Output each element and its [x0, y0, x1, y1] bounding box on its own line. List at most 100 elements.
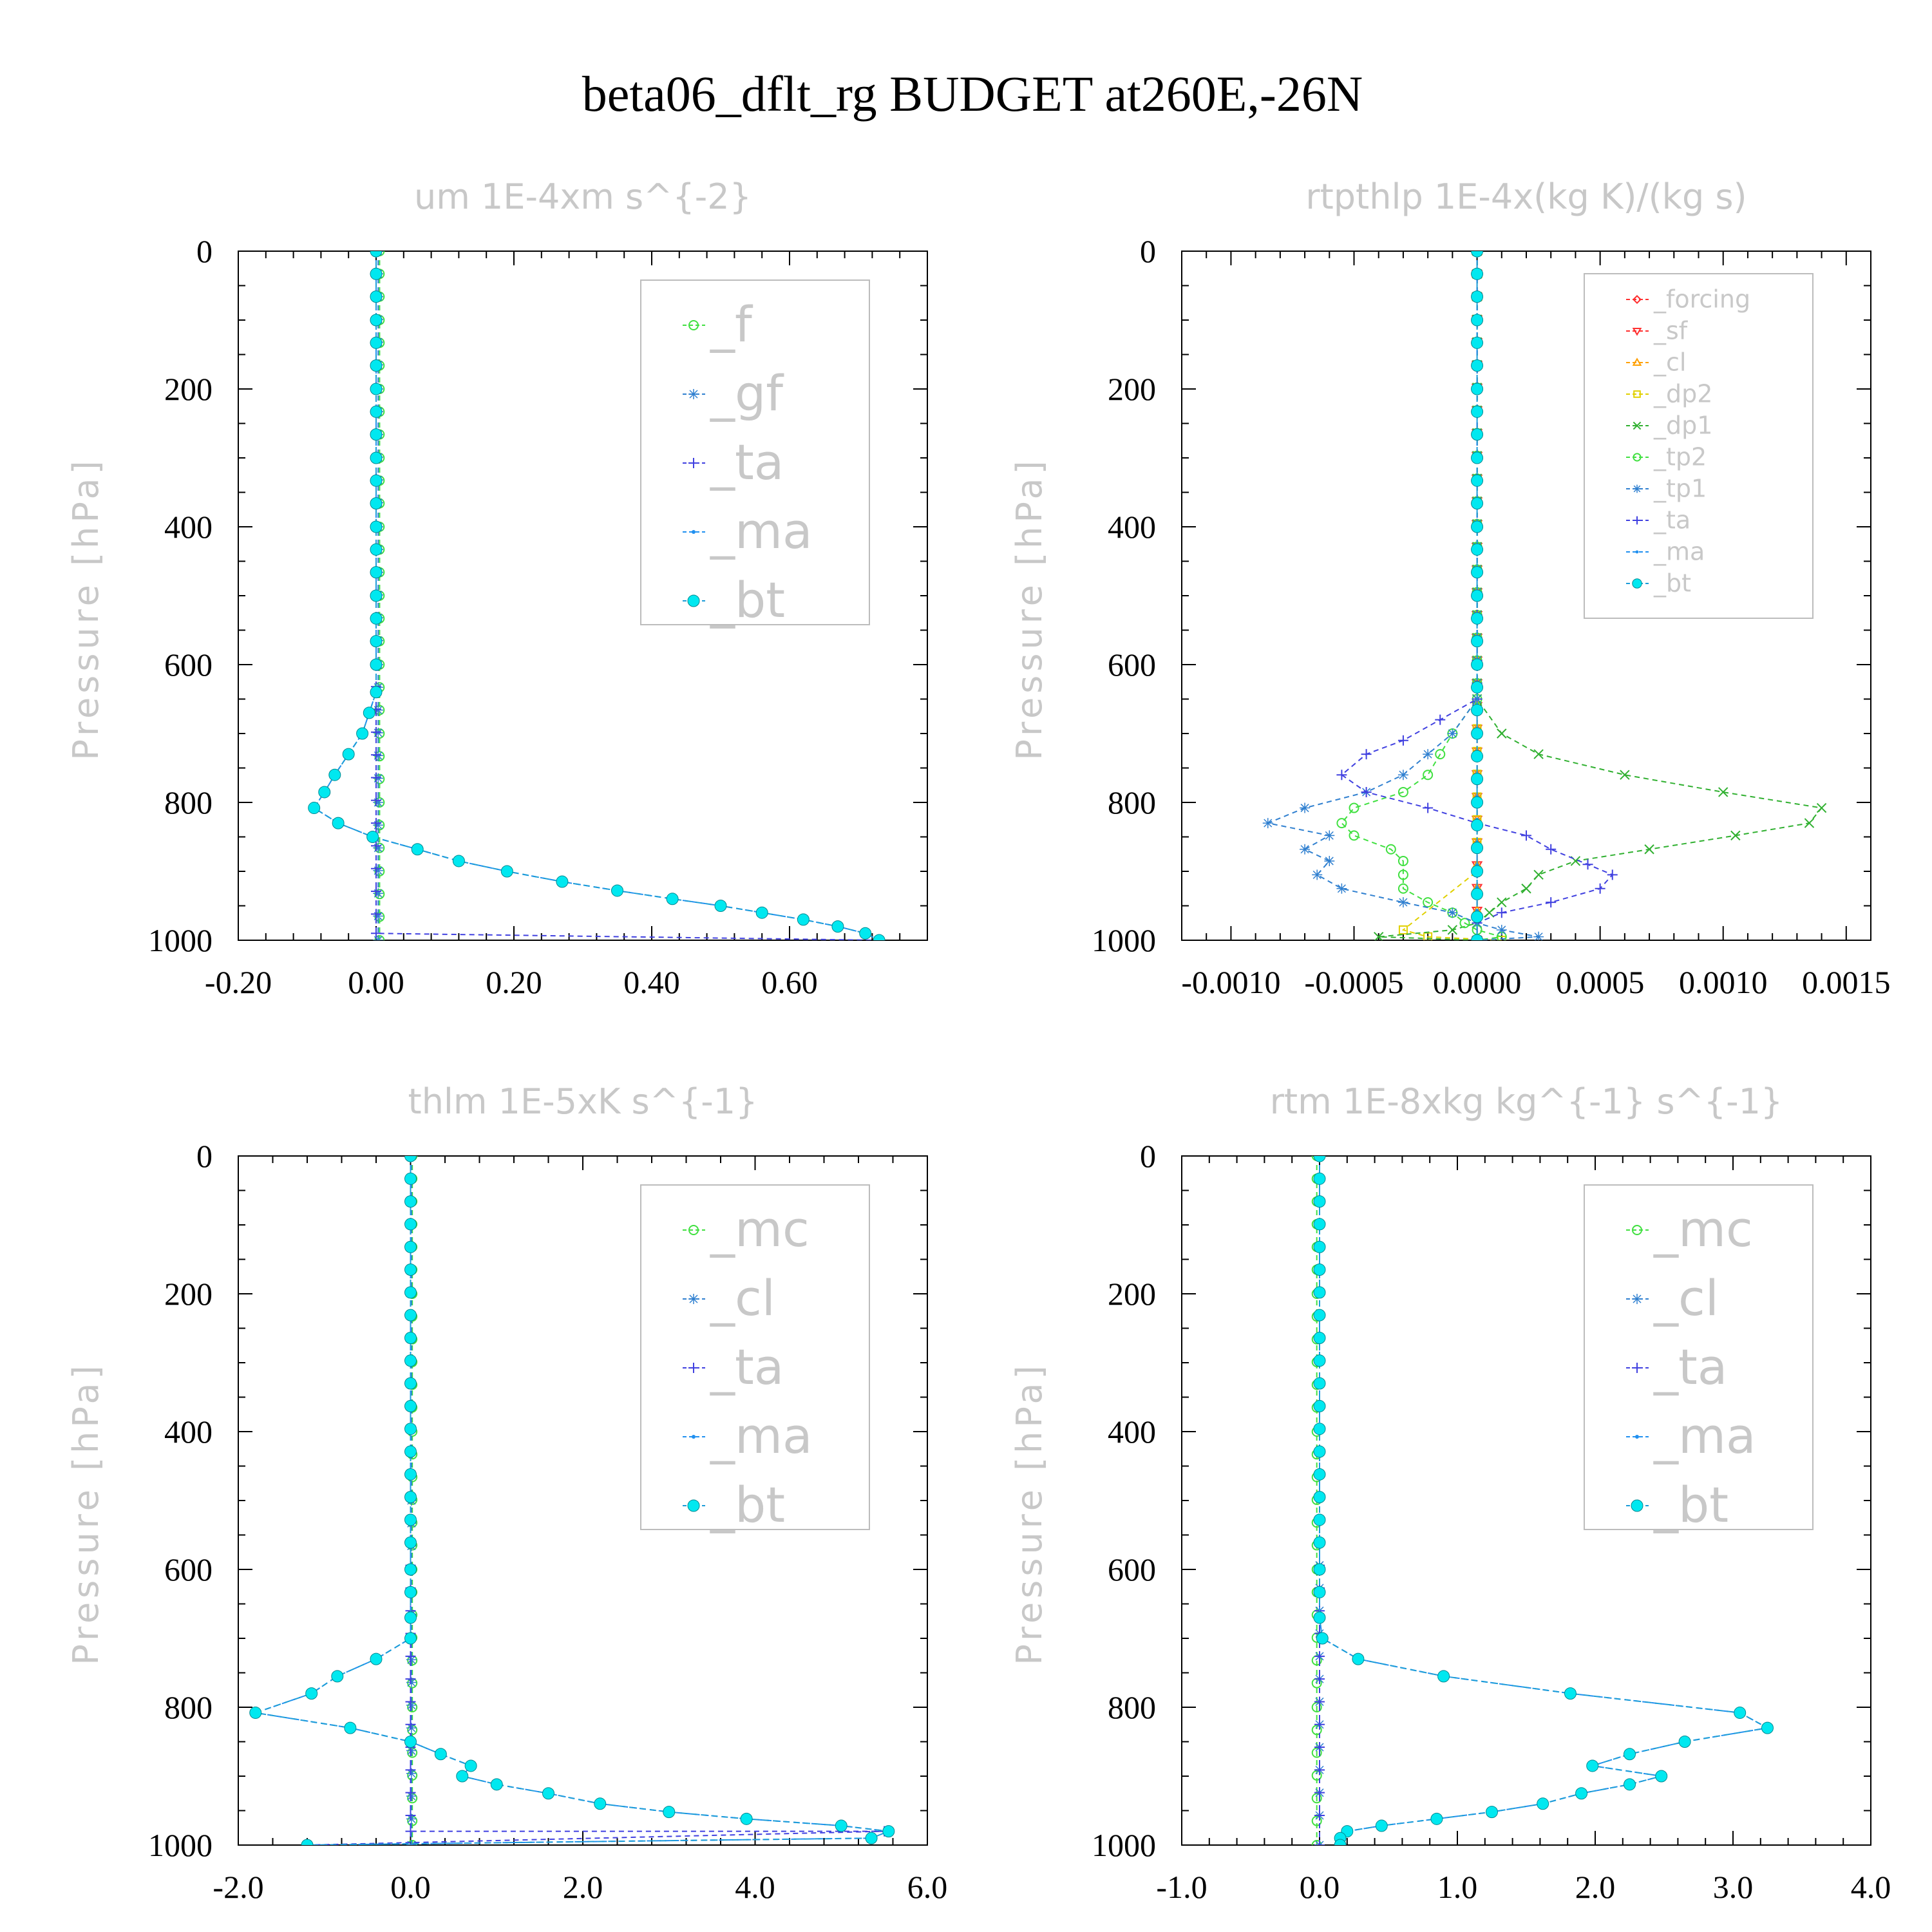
data-point: [1423, 749, 1434, 760]
data-point: [344, 1721, 357, 1734]
legend: _mc _cl _ta _ma _bt: [1584, 1184, 1814, 1533]
data-point: [1313, 1286, 1326, 1299]
data-point: [405, 1696, 416, 1707]
data-point: [1471, 934, 1484, 940]
data-point: [407, 1747, 418, 1758]
y-tick-label: 200: [164, 371, 213, 407]
data-point: [371, 726, 381, 737]
data-point: [1437, 1670, 1450, 1683]
data-point: [1484, 907, 1495, 918]
data-point: [1678, 1736, 1691, 1748]
series-line: [1319, 1156, 1770, 1845]
data-point: [1313, 1423, 1326, 1435]
data-point: [1471, 543, 1484, 556]
data-point: [1311, 1840, 1322, 1845]
data-point: [1471, 566, 1484, 579]
y-tick-label: 1000: [148, 1827, 213, 1863]
data-point: [404, 1536, 417, 1549]
data-point: [1471, 589, 1484, 602]
x-tick-label: 0.0000: [1433, 964, 1522, 1000]
series-line: [313, 251, 880, 940]
legend-marker: [1633, 453, 1642, 462]
data-point: [407, 1815, 418, 1826]
data-point: [1816, 802, 1827, 813]
y-axis-label: Pressure [hPa]: [66, 457, 106, 760]
data-point: [370, 451, 383, 464]
data-point: [1313, 1611, 1326, 1624]
data-point: [556, 875, 569, 888]
data-point: [1361, 749, 1372, 760]
x-tick-label: 0.0005: [1556, 964, 1645, 1000]
data-point: [407, 1840, 418, 1845]
panel-title: rtpthlp 1E-4x(kg K)/(kg s): [1305, 176, 1747, 217]
data-point: [405, 1810, 416, 1821]
data-point: [1471, 773, 1484, 786]
data-point: [1311, 1770, 1322, 1781]
data-point: [405, 1765, 416, 1776]
data-point: [882, 1825, 895, 1838]
data-point: [1734, 1707, 1747, 1719]
data-point: [356, 727, 369, 740]
data-point: [363, 706, 375, 719]
data-point: [1334, 1839, 1347, 1845]
data-point: [1471, 359, 1484, 372]
y-tick-label: 800: [1108, 784, 1156, 820]
x-tick-label: 0.0010: [1679, 964, 1768, 1000]
x-tick-label: 0.20: [486, 964, 542, 1000]
legend-item: _ta: [683, 433, 784, 491]
data-point: [1313, 1445, 1326, 1458]
data-point: [1336, 770, 1347, 781]
data-point: [370, 251, 383, 258]
data-point: [370, 383, 383, 395]
data-point: [1262, 818, 1273, 829]
data-point: [1655, 1770, 1668, 1783]
x-tick-label: 2.0: [1575, 1869, 1616, 1905]
legend-label: _ta: [710, 433, 784, 491]
legend-label: _ta: [1653, 1338, 1727, 1396]
data-point: [1430, 1812, 1443, 1825]
data-point: [370, 290, 383, 303]
data-point: [373, 773, 384, 784]
data-point: [370, 520, 383, 533]
data-point: [1300, 802, 1311, 813]
data-point: [1397, 869, 1408, 880]
data-point: [1533, 749, 1544, 759]
data-point: [1471, 290, 1484, 303]
legend-marker: [688, 1225, 699, 1235]
data-point: [1423, 897, 1434, 908]
data-point: [374, 866, 385, 876]
data-point: [301, 1839, 314, 1845]
data-point: [1314, 1765, 1325, 1776]
data-point: [663, 1806, 676, 1819]
legend-label: _tp1: [1653, 475, 1707, 503]
legend-marker: [688, 1294, 699, 1304]
legend-label: _bt: [710, 571, 785, 629]
legend-item: _ma: [1626, 1407, 1756, 1464]
data-point: [404, 1611, 417, 1624]
legend-label: _mc: [1653, 1200, 1753, 1258]
y-tick-label: 0: [196, 233, 213, 269]
data-point: [1471, 635, 1484, 648]
data-point: [1471, 451, 1484, 464]
data-point: [374, 889, 385, 900]
data-point: [1313, 1331, 1326, 1344]
data-point: [1435, 714, 1446, 725]
data-point: [373, 797, 384, 808]
legend-box: [1584, 1184, 1814, 1530]
series-line: [1341, 251, 1502, 940]
data-point: [1595, 883, 1605, 894]
data-point: [1607, 869, 1618, 880]
legend-label: _dp1: [1653, 412, 1712, 440]
data-point: [1312, 869, 1323, 880]
data-point: [405, 1651, 416, 1662]
y-tick-label: 400: [164, 1414, 213, 1450]
legend-marker: [1635, 1435, 1639, 1439]
data-point: [1313, 1240, 1326, 1253]
data-point: [1313, 1309, 1326, 1321]
y-tick-label: 600: [164, 1551, 213, 1587]
legend-marker: [692, 530, 696, 534]
legend-label: _ma: [1653, 538, 1705, 566]
data-point: [370, 658, 383, 671]
data-point: [1313, 1172, 1326, 1185]
legend-marker: [687, 1499, 700, 1512]
